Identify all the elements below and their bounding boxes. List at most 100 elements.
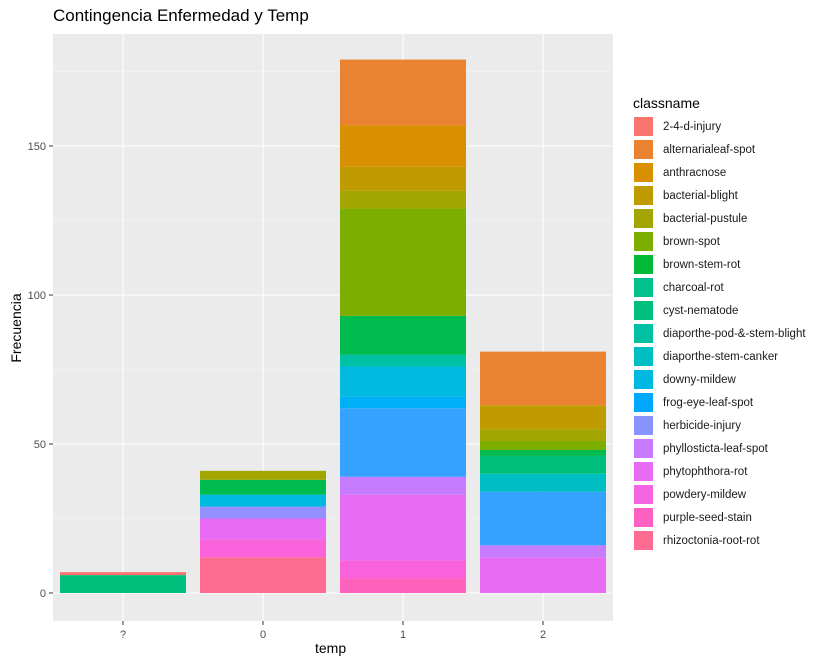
- bar-segment: [340, 315, 466, 355]
- bar-segment: [200, 479, 326, 495]
- legend-label: bacterial-blight: [663, 189, 738, 202]
- bar-segment: [480, 429, 606, 442]
- y-tick-label: 50: [34, 439, 46, 451]
- legend-key-swatch: [633, 139, 654, 160]
- legend-item: purple-seed-stain: [633, 506, 806, 529]
- legend-key-swatch: [633, 208, 654, 229]
- legend-item: anthracnose: [633, 161, 806, 184]
- legend-label: herbicide-injury: [663, 419, 741, 432]
- legend-label: alternarialeaf-spot: [663, 143, 756, 156]
- legend-item: brown-stem-rot: [633, 253, 806, 276]
- legend-label: diaporthe-pod-&-stem-blight: [663, 327, 806, 340]
- x-tick-label: 1: [400, 629, 406, 641]
- legend-key-swatch: [633, 185, 654, 206]
- legend-label: rhizoctonia-root-rot: [663, 534, 760, 547]
- legend-label: frog-eye-leaf-spot: [663, 396, 754, 409]
- legend-key-swatch: [633, 369, 654, 390]
- legend-item: diaporthe-stem-canker: [633, 345, 806, 368]
- legend-item: brown-spot: [633, 230, 806, 253]
- legend-key-swatch: [633, 507, 654, 528]
- legend-key-swatch: [633, 300, 654, 321]
- legend-item: frog-eye-leaf-spot: [633, 391, 806, 414]
- y-tick-label: 150: [28, 141, 46, 153]
- legend-item: downy-mildew: [633, 368, 806, 391]
- bar-segment: [200, 494, 326, 507]
- legend-label: 2-4-d-injury: [663, 120, 722, 133]
- bar-segment: [200, 557, 326, 593]
- legend-item: bacterial-blight: [633, 184, 806, 207]
- legend-label: phytophthora-rot: [663, 465, 748, 478]
- legend-item: phytophthora-rot: [633, 460, 806, 483]
- legend: classname 2-4-d-injury alternarialeaf-spo…: [633, 95, 806, 552]
- legend-key-swatch: [633, 277, 654, 298]
- legend-key-swatch: [633, 116, 654, 137]
- bar-segment: [480, 405, 606, 430]
- legend-item: cyst-nematode: [633, 299, 806, 322]
- legend-key-swatch: [633, 438, 654, 459]
- y-axis-title: Frecuencia: [8, 293, 24, 363]
- bar-segment: [480, 441, 606, 450]
- bar-segment: [340, 59, 466, 126]
- legend-item: bacterial-pustule: [633, 207, 806, 230]
- legend-item: charcoal-rot: [633, 276, 806, 299]
- bar-segment: [480, 351, 606, 406]
- chart-title: Contingencia Enfermedad y Temp: [53, 6, 309, 25]
- bar-segment: [200, 518, 326, 540]
- bar-segment: [340, 408, 466, 477]
- bar-segment: [340, 354, 466, 367]
- legend-item: herbicide-injury: [633, 414, 806, 437]
- legend-label: cyst-nematode: [663, 304, 739, 317]
- bar-segment: [60, 575, 186, 593]
- bar-segment: [340, 560, 466, 579]
- bar-segment: [480, 557, 606, 593]
- legend-label: bacterial-pustule: [663, 212, 748, 225]
- bar-segment: [340, 578, 466, 593]
- legend-label: powdery-mildew: [663, 488, 747, 501]
- legend-key-swatch: [633, 415, 654, 436]
- bar-segment: [200, 470, 326, 480]
- bar-segment: [340, 166, 466, 191]
- legend-key-swatch: [633, 392, 654, 413]
- x-tick-label: ?: [120, 629, 126, 641]
- x-tick-label: 2: [540, 629, 546, 641]
- bar-segment: [340, 208, 466, 316]
- bar-segment: [480, 473, 606, 492]
- y-tick-label: 0: [40, 588, 46, 600]
- bar-segment: [340, 366, 466, 397]
- legend-key-swatch: [633, 530, 654, 551]
- legend-label: anthracnose: [663, 166, 727, 179]
- legend-key-swatch: [633, 231, 654, 252]
- legend-label: charcoal-rot: [663, 281, 724, 294]
- legend-item: phyllosticta-leaf-spot: [633, 437, 806, 460]
- bar-segment: [340, 396, 466, 409]
- legend-label: purple-seed-stain: [663, 511, 752, 524]
- legend-label: diaporthe-stem-canker: [663, 350, 779, 363]
- bar-segment: [200, 506, 326, 519]
- bar-segment: [60, 572, 186, 576]
- bar-segment: [340, 125, 466, 167]
- legend-key-swatch: [633, 162, 654, 183]
- legend-label: downy-mildew: [663, 373, 736, 386]
- legend-key-swatch: [633, 346, 654, 367]
- legend-title: classname: [633, 95, 700, 111]
- x-axis-title: temp: [315, 640, 347, 656]
- legend-item: diaporthe-pod-&-stem-blight: [633, 322, 806, 345]
- bar-segment: [480, 491, 606, 546]
- bar-segment: [340, 494, 466, 561]
- legend-item: rhizoctonia-root-rot: [633, 529, 806, 552]
- legend-item: alternarialeaf-spot: [633, 138, 806, 161]
- bar-segment: [480, 449, 606, 456]
- plot-panel: 0 50 100 150? 0 1 2: [28, 34, 613, 641]
- legend-label: phyllosticta-leaf-spot: [663, 442, 768, 455]
- legend-key-swatch: [633, 484, 654, 505]
- bar-segment: [340, 476, 466, 495]
- legend-label: brown-spot: [663, 235, 720, 248]
- legend-key-swatch: [633, 461, 654, 482]
- legend-key-swatch: [633, 323, 654, 344]
- bar-segment: [480, 545, 606, 558]
- bar-segment: [200, 539, 326, 558]
- legend-label: brown-stem-rot: [663, 258, 741, 271]
- legend-item: 2-4-d-injury: [633, 115, 806, 138]
- bar-segment: [340, 190, 466, 209]
- bar-segment: [480, 455, 606, 474]
